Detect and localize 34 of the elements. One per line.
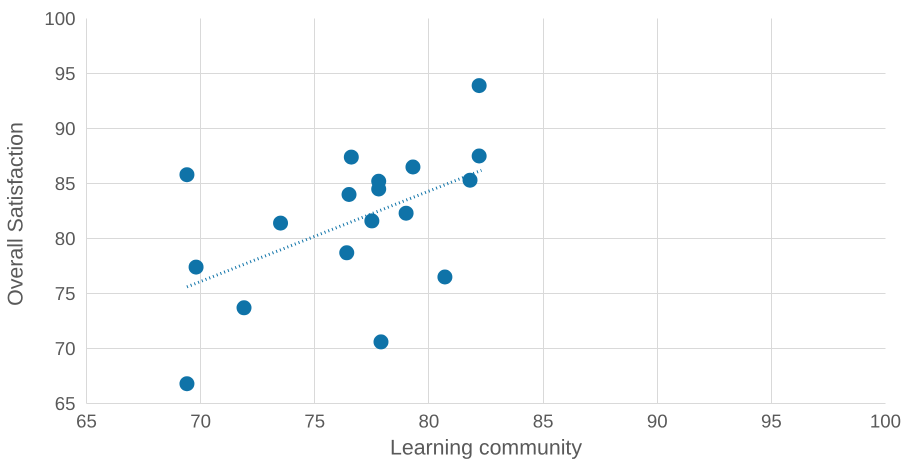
point xyxy=(472,148,487,164)
point xyxy=(179,167,194,182)
point xyxy=(342,187,357,202)
y-tick-label: 85 xyxy=(54,173,76,194)
x-tick-label: 75 xyxy=(304,410,326,432)
x-tick-label: 70 xyxy=(190,410,212,432)
point xyxy=(188,260,204,275)
x-tick-label: 100 xyxy=(870,410,902,432)
y-axis-title: Overall Satisfaction xyxy=(3,122,28,306)
point xyxy=(179,376,194,392)
x-tick-label: 90 xyxy=(646,410,668,432)
y-tick-label: 95 xyxy=(54,63,76,84)
x-axis-title: Learning community xyxy=(390,436,582,460)
point xyxy=(344,150,359,165)
point xyxy=(273,216,288,231)
x-tick-label: 95 xyxy=(760,410,782,432)
point xyxy=(339,245,354,260)
point xyxy=(472,78,487,94)
y-tick-label: 90 xyxy=(54,118,76,139)
point xyxy=(405,160,420,174)
point xyxy=(236,300,252,316)
point xyxy=(462,172,478,188)
y-tick-label: 65 xyxy=(54,393,76,414)
point xyxy=(437,270,452,284)
y-tick-label: 75 xyxy=(54,283,76,304)
x-tick-label: 65 xyxy=(76,410,97,432)
point xyxy=(398,206,414,221)
y-tick-label: 70 xyxy=(54,338,76,359)
y-tick-label: 80 xyxy=(54,228,76,249)
point xyxy=(373,334,388,350)
x-tick-label: 85 xyxy=(532,410,554,432)
x-tick-label: 80 xyxy=(418,410,440,432)
point xyxy=(364,213,380,228)
y-tick-label: 100 xyxy=(44,8,76,29)
